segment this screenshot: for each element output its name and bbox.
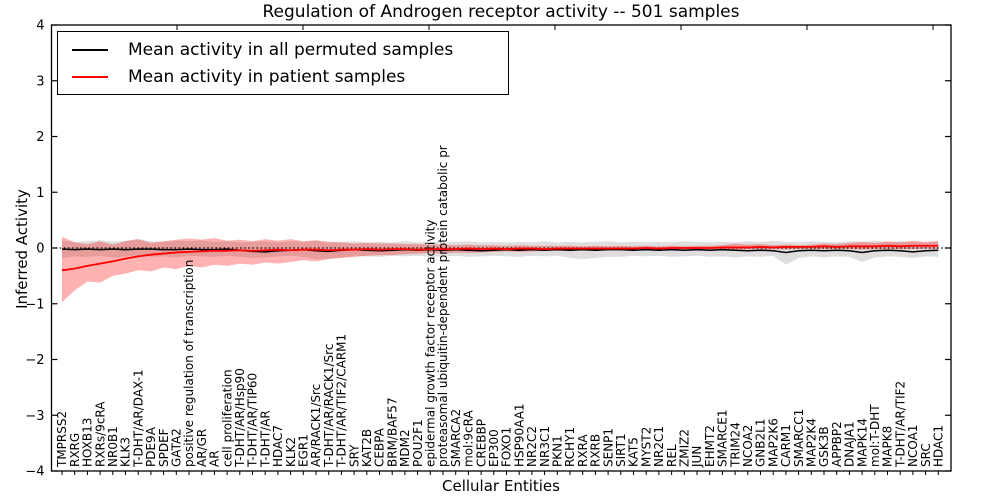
x-tick-label: TMPRSS2	[55, 411, 69, 468]
x-tick-label: AR/RACK1/Src	[309, 384, 323, 467]
x-tick-label: KLK3	[119, 437, 133, 467]
legend-entry-permuted: Mean activity in all permuted samples	[58, 36, 508, 63]
legend-label-patient: Mean activity in patient samples	[128, 66, 406, 87]
x-tick-label: GATA2	[170, 428, 184, 467]
x-axis-label: Cellular Entities	[442, 477, 560, 495]
x-tick-label: GSK3B	[817, 426, 831, 467]
x-tick-label: SMARCE1	[716, 409, 730, 467]
y-tick-label: −1	[25, 297, 44, 312]
x-tick-label: T-DHT/AR/RACK1/Src	[322, 344, 336, 468]
legend: Mean activity in all permuted samples Me…	[57, 31, 509, 95]
x-tick-label: KAT2B	[360, 429, 374, 467]
x-tick-label: NR2C1	[652, 426, 666, 467]
x-tick-label: T-DHT/AR/TIF2/CARM1	[335, 334, 349, 468]
x-tick-label: SMARCA2	[449, 409, 463, 467]
x-tick-label: EP300	[487, 429, 501, 467]
x-tick-label: HSP90AA1	[512, 403, 526, 467]
x-tick-label: AR/GR	[195, 429, 209, 467]
x-tick-label: MAPK8	[881, 426, 895, 467]
legend-label-permuted: Mean activity in all permuted samples	[128, 39, 454, 60]
permuted-mean-line	[61, 248, 939, 254]
x-tick-label: MYST2	[639, 427, 653, 467]
x-tick-label: DNAJA1	[843, 421, 857, 467]
x-tick-label: PKN1	[551, 435, 565, 467]
x-tick-label: TRIM24	[728, 422, 742, 468]
legend-entry-patient: Mean activity in patient samples	[58, 63, 508, 90]
y-tick-label: −3	[25, 409, 44, 424]
x-tick-label: CARM1	[779, 424, 793, 467]
patient-mean-line	[61, 244, 939, 272]
legend-line-sample-permuted	[72, 48, 108, 51]
x-tick-label: EHMT2	[703, 425, 717, 467]
x-tick-label: HDAC1	[932, 425, 946, 467]
x-tick-label: RXRs/9cRA	[93, 401, 107, 467]
x-tick-label: FOXO1	[500, 427, 514, 467]
x-tick-label: mol:T-DHT	[868, 404, 882, 467]
x-tick-label: NR3C1	[538, 426, 552, 467]
chart-title: Regulation of Androgen receptor activity…	[262, 2, 740, 22]
x-tick-label: REL	[665, 444, 679, 467]
y-tick-label: 3	[36, 74, 44, 89]
x-tick-label: SMARCC1	[792, 409, 806, 467]
x-tick-label: NR0B1	[106, 426, 120, 467]
x-tick-label: T-DHT/AR	[258, 410, 272, 468]
x-tick-label: T-DHT/AR/Hsp90	[233, 368, 247, 468]
x-tick-label: T-DHT/AR/DAX-1	[131, 369, 145, 468]
x-tick-label: SIRT1	[614, 433, 628, 467]
x-tick-label: APPBP2	[830, 421, 844, 467]
x-tick-label: PDE9A	[144, 426, 158, 467]
x-tick-label: BRM/BAF57	[385, 397, 399, 467]
x-tick-label: GNB2L1	[754, 419, 768, 467]
x-tick-label: proteasomal ubiquitin-dependent protein …	[436, 145, 450, 467]
x-tick-label: MAP2K4	[805, 418, 819, 467]
x-tick-label: SRY	[347, 444, 361, 467]
x-tick-label: CEBPA	[373, 427, 387, 467]
x-tick-label: HDAC7	[271, 425, 285, 467]
y-tick-label: 4	[36, 19, 44, 34]
x-tick-label: AR	[208, 450, 222, 467]
x-tick-label: MAPK14	[855, 418, 869, 467]
x-tick-label: T-DHT/AR/TIF2	[893, 381, 907, 468]
x-tick-label: T-DHT/AR/TIP60	[246, 373, 260, 468]
x-tick-label: MAP2K6	[766, 418, 780, 467]
x-tick-label: cell proliferation	[220, 369, 234, 467]
y-tick-label: −4	[25, 465, 44, 480]
y-axis-label: Inferred Activity	[13, 189, 31, 309]
x-tick-label: SENP1	[601, 428, 615, 467]
x-tick-label: NCOA1	[906, 425, 920, 467]
x-tick-label: RXRB	[589, 434, 603, 467]
x-tick-label: epidermal growth factor receptor activit…	[424, 220, 438, 467]
x-tick-label: SRC	[919, 443, 933, 467]
x-tick-label: HOXB13	[81, 418, 95, 467]
x-tick-label: NR2C2	[525, 426, 539, 467]
x-tick-label: RXRG	[68, 433, 82, 467]
y-tick-label: 0	[36, 242, 44, 257]
x-tick-label: MDM2	[398, 429, 412, 467]
x-tick-label: mol:9cRA	[462, 410, 476, 467]
x-tick-label: EGR1	[297, 434, 311, 467]
x-tick-label: ZMIZ2	[678, 429, 692, 467]
x-tick-label: JUN	[690, 446, 704, 468]
patient-band	[62, 236, 939, 303]
y-tick-label: −2	[25, 353, 44, 368]
y-tick-label: 1	[36, 186, 44, 201]
x-tick-label: POU2F1	[411, 419, 425, 467]
x-tick-label: SPDEF	[157, 428, 171, 467]
x-tick-label: NCOA2	[741, 425, 755, 467]
legend-line-sample-patient	[72, 75, 108, 78]
y-tick-label: 2	[36, 130, 44, 145]
permuted-band	[62, 239, 939, 265]
x-tick-label: RCHY1	[563, 427, 577, 467]
x-tick-label: positive regulation of transcription	[182, 260, 196, 467]
x-tick-label: KLK2	[284, 437, 298, 467]
x-tick-label: RXRA	[576, 434, 590, 467]
x-tick-label: CREBBP	[474, 419, 488, 467]
x-tick-label: KAT5	[627, 437, 641, 467]
